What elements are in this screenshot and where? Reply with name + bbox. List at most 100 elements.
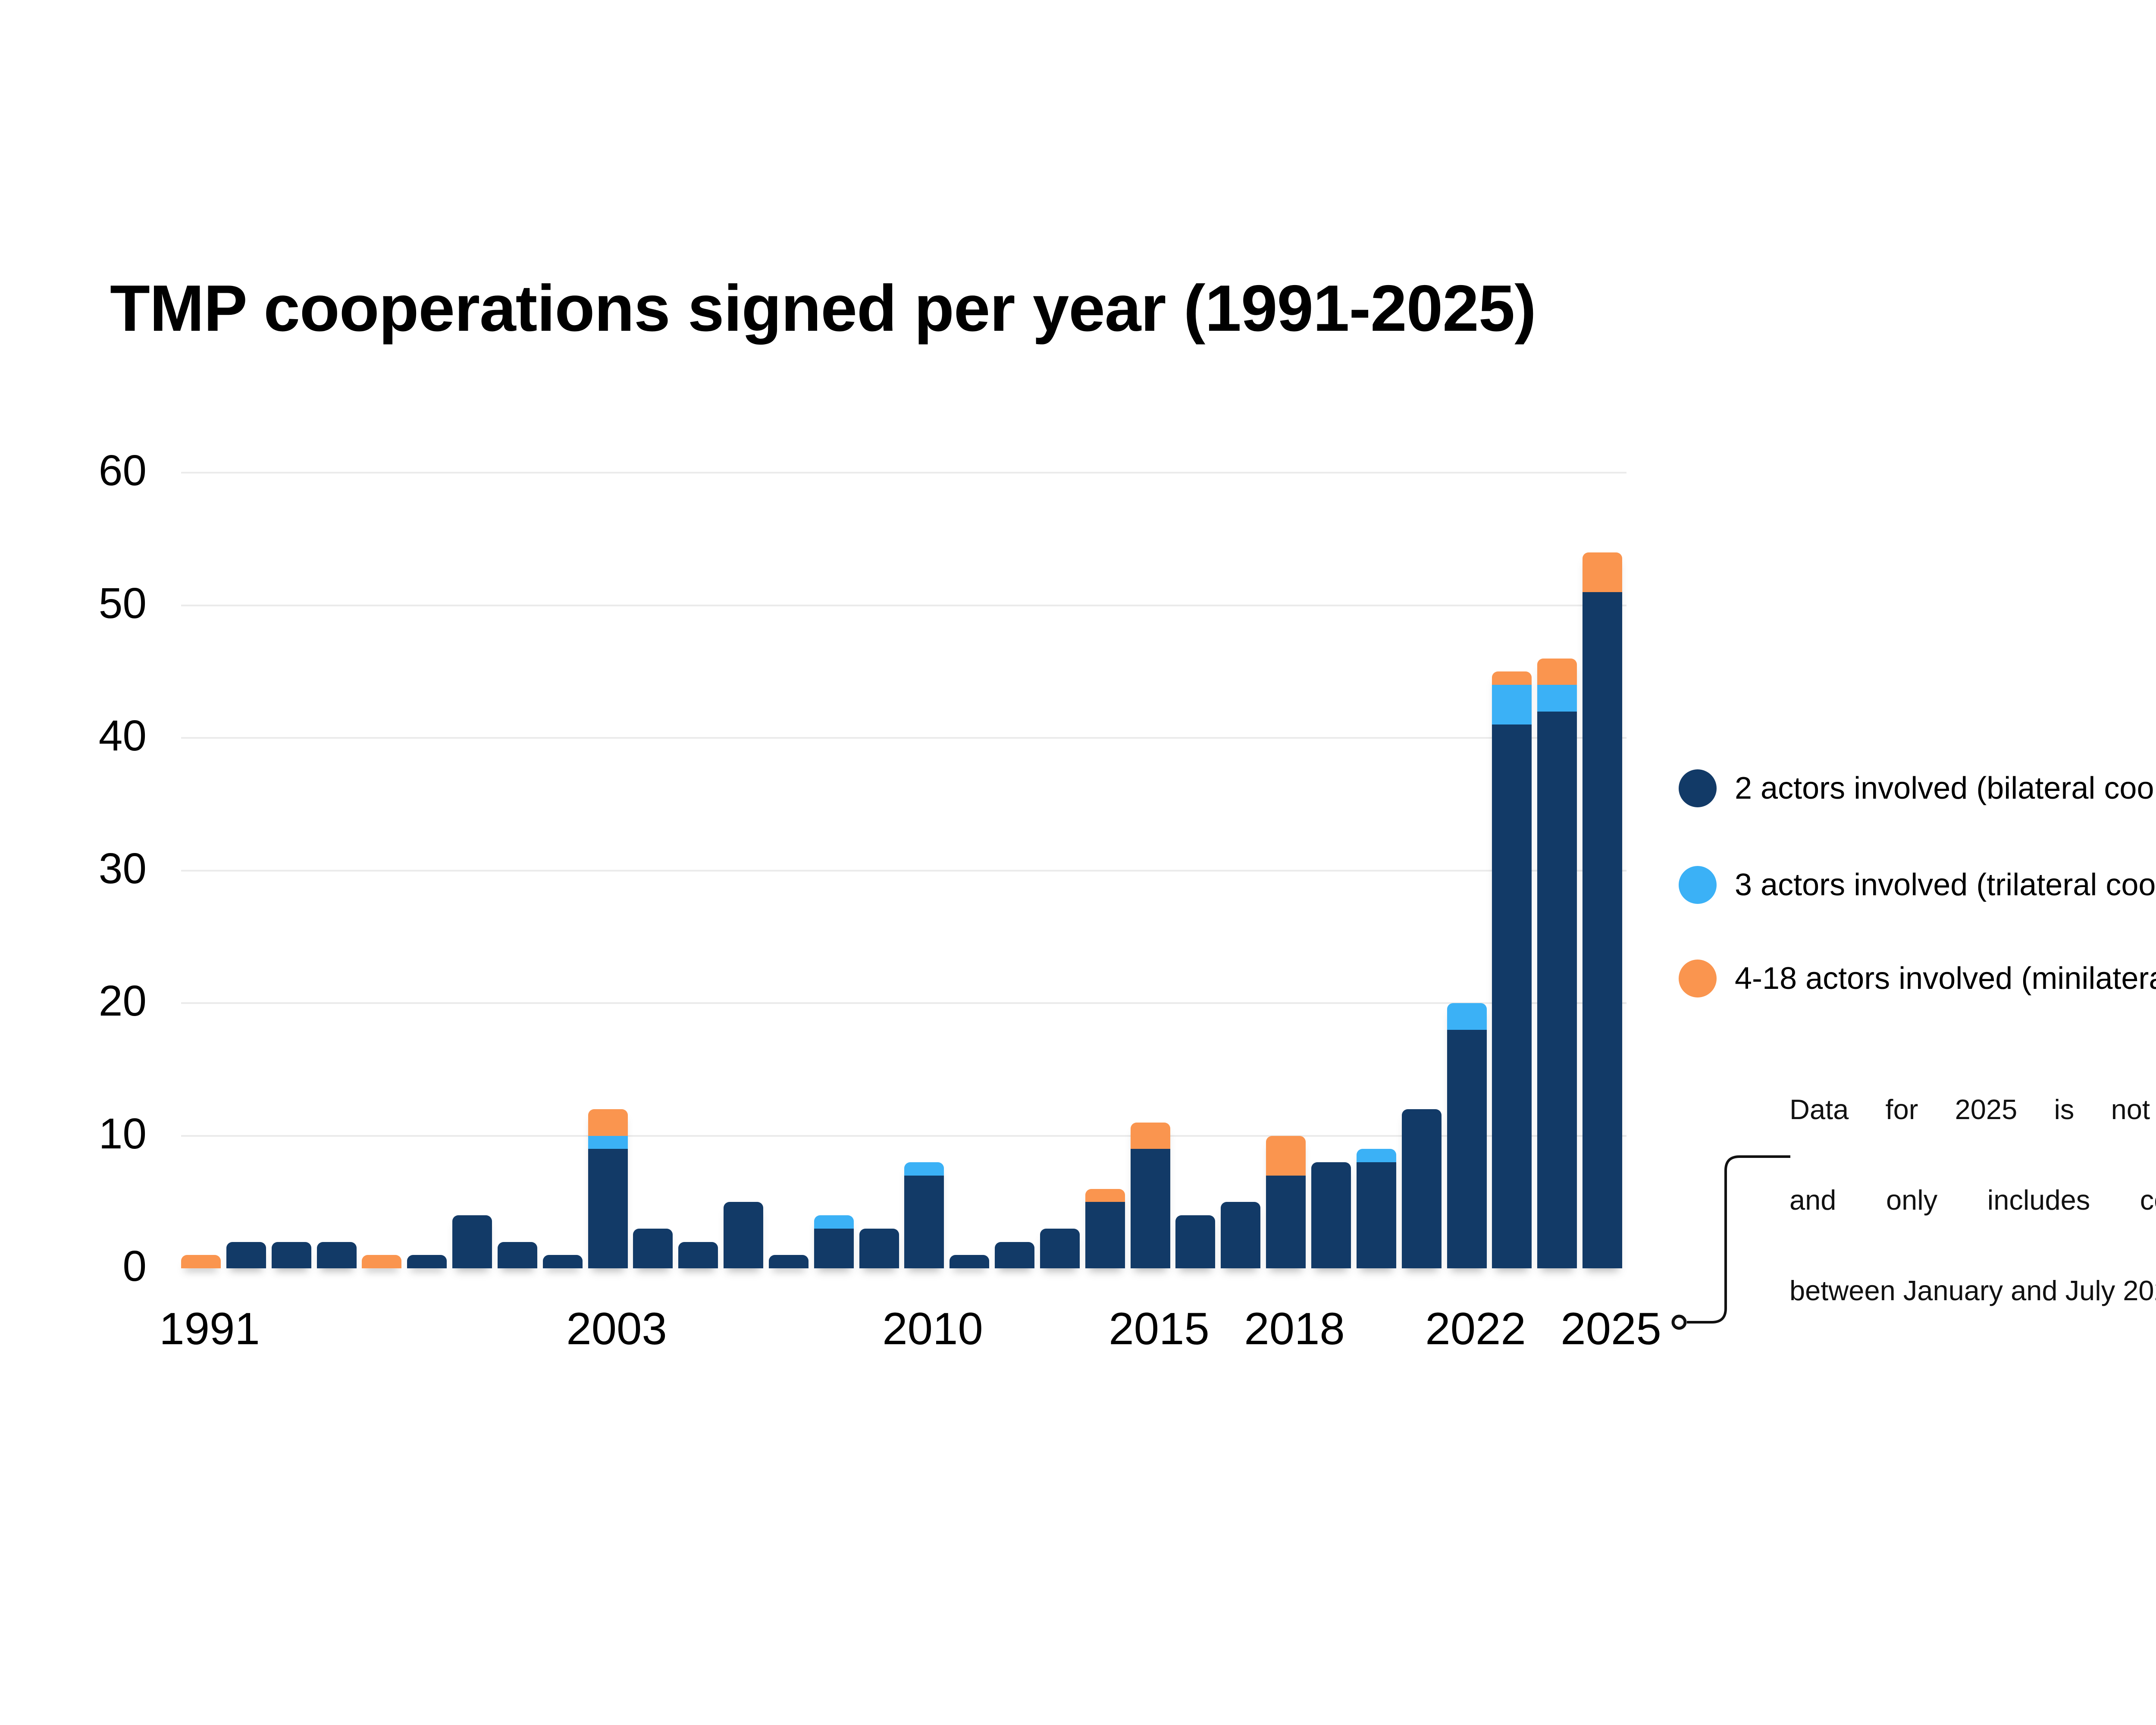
bar-1991 bbox=[181, 1255, 221, 1268]
gridline-30 bbox=[181, 869, 1626, 872]
footnote-line: and only includes cooperations bbox=[1789, 1184, 2156, 1216]
bar-2016 bbox=[1175, 1215, 1215, 1268]
bar-segment-bilateral-1996 bbox=[407, 1255, 447, 1268]
bar-segment-bilateral-2004 bbox=[633, 1228, 673, 1268]
bar-2021 bbox=[1402, 1109, 1442, 1268]
y-axis-label-60: 60 bbox=[98, 446, 147, 495]
legend-label: 3 actors involved (trilateral cooperatio… bbox=[1735, 868, 2156, 902]
chart-title: TMP cooperations signed per year (1991-2… bbox=[110, 272, 1536, 345]
bar-segment-bilateral-2014 bbox=[1085, 1202, 1125, 1268]
bar-segment-trilateral-2010 bbox=[904, 1162, 944, 1176]
bar-segment-trilateral-2008 bbox=[814, 1215, 854, 1229]
bar-segment-minilateral-2024 bbox=[1537, 658, 1577, 685]
bar-segment-bilateral-2020 bbox=[1357, 1162, 1396, 1268]
bar-segment-bilateral-2007 bbox=[769, 1255, 808, 1268]
bar-segment-bilateral-2025 bbox=[1583, 592, 1622, 1268]
bilateral-swatch-icon bbox=[1679, 769, 1717, 807]
bar-segment-bilateral-2012 bbox=[995, 1242, 1034, 1268]
leader-anchor-circle-icon bbox=[1671, 1314, 1687, 1330]
legend-item-trilateral: 3 actors involved (trilateral cooperatio… bbox=[1679, 866, 2156, 904]
bar-segment-bilateral-2024 bbox=[1537, 711, 1577, 1268]
bar-segment-bilateral-2005 bbox=[678, 1242, 718, 1268]
bar-1996 bbox=[407, 1255, 447, 1268]
bar-2024 bbox=[1537, 658, 1577, 1268]
bar-1999 bbox=[543, 1255, 583, 1268]
y-axis-label-40: 40 bbox=[98, 711, 147, 760]
bar-segment-minilateral-2015 bbox=[1131, 1122, 1170, 1149]
bar-segment-minilateral-2023 bbox=[1492, 671, 1532, 685]
bar-2023 bbox=[1492, 671, 1532, 1268]
x-axis-label-2025: 2025 bbox=[1561, 1304, 1661, 1354]
x-axis-label-2015: 2015 bbox=[1109, 1304, 1210, 1354]
bar-segment-bilateral-2015 bbox=[1131, 1149, 1170, 1268]
footnote-line: between January and July 2025 bbox=[1789, 1275, 2156, 1306]
bar-segment-bilateral-2011 bbox=[950, 1255, 989, 1268]
legend-item-minilateral: 4-18 actors involved (minilateral cooper… bbox=[1679, 960, 2156, 997]
bar-2013 bbox=[1040, 1228, 1080, 1268]
bar-1995 bbox=[362, 1255, 401, 1268]
bar-segment-bilateral-2019 bbox=[1311, 1162, 1351, 1268]
x-axis-label-2010: 2010 bbox=[882, 1304, 983, 1354]
bar-2007 bbox=[769, 1255, 808, 1268]
bar-2009 bbox=[859, 1228, 899, 1268]
bar-segment-bilateral-2006 bbox=[724, 1202, 763, 1268]
bar-segment-minilateral-1991 bbox=[181, 1255, 221, 1268]
bar-segment-bilateral-2022 bbox=[1447, 1029, 1487, 1268]
bar-2019 bbox=[1311, 1162, 1351, 1268]
bar-segment-minilateral-2014 bbox=[1085, 1189, 1125, 1202]
bar-segment-trilateral-2003 bbox=[588, 1135, 628, 1149]
bar-2012 bbox=[995, 1242, 1034, 1268]
bar-2020 bbox=[1357, 1149, 1396, 1268]
trilateral-swatch-icon bbox=[1679, 866, 1717, 904]
bar-1994 bbox=[317, 1242, 357, 1268]
bar-2006 bbox=[724, 1202, 763, 1268]
bar-segment-bilateral-1994 bbox=[317, 1242, 357, 1268]
bar-segment-bilateral-2021 bbox=[1402, 1109, 1442, 1268]
gridline-40 bbox=[181, 737, 1626, 739]
gridline-60 bbox=[181, 472, 1626, 474]
bar-2008 bbox=[814, 1215, 854, 1268]
y-axis-label-10: 10 bbox=[98, 1109, 147, 1158]
bar-segment-bilateral-1998 bbox=[498, 1242, 537, 1268]
bar-segment-bilateral-1999 bbox=[543, 1255, 583, 1268]
minilateral-swatch-icon bbox=[1679, 960, 1717, 997]
gridline-10 bbox=[181, 1135, 1626, 1137]
bar-segment-trilateral-2022 bbox=[1447, 1003, 1487, 1030]
bar-segment-bilateral-2018 bbox=[1266, 1175, 1306, 1268]
bar-segment-bilateral-1993 bbox=[272, 1242, 311, 1268]
bar-2005 bbox=[678, 1242, 718, 1268]
bar-segment-trilateral-2023 bbox=[1492, 685, 1532, 725]
y-axis-label-30: 30 bbox=[98, 844, 147, 893]
bar-1993 bbox=[272, 1242, 311, 1268]
y-axis-label-50: 50 bbox=[98, 579, 147, 627]
bar-segment-bilateral-2008 bbox=[814, 1228, 854, 1268]
bar-segment-bilateral-2023 bbox=[1492, 724, 1532, 1268]
bar-1992 bbox=[226, 1242, 266, 1268]
y-axis-label-20: 20 bbox=[98, 976, 147, 1025]
bar-segment-minilateral-2003 bbox=[588, 1109, 628, 1136]
footnote-2025: Data for 2025 is not complete and only i… bbox=[1789, 1087, 2156, 1313]
gridline-50 bbox=[181, 604, 1626, 606]
legend-item-bilateral: 2 actors involved (bilateral cooperation… bbox=[1679, 769, 2156, 807]
bar-segment-bilateral-2009 bbox=[859, 1228, 899, 1268]
x-axis-label-1991: 1991 bbox=[159, 1304, 260, 1354]
bar-segment-minilateral-2025 bbox=[1583, 552, 1622, 592]
legend-label: 2 actors involved (bilateral cooperation… bbox=[1735, 771, 2156, 806]
bar-2025 bbox=[1583, 552, 1622, 1268]
bar-segment-trilateral-2024 bbox=[1537, 685, 1577, 712]
footnote-leader-line bbox=[1671, 1155, 1790, 1330]
bar-2004 bbox=[633, 1228, 673, 1268]
bar-2011 bbox=[950, 1255, 989, 1268]
bar-2022 bbox=[1447, 1003, 1487, 1268]
footnote-line: Data for 2025 is not complete bbox=[1789, 1094, 2156, 1125]
bar-segment-bilateral-1997 bbox=[452, 1215, 492, 1268]
x-axis-label-2003: 2003 bbox=[566, 1304, 667, 1354]
bar-segment-bilateral-2013 bbox=[1040, 1228, 1080, 1268]
bar-2015 bbox=[1131, 1122, 1170, 1268]
bar-segment-bilateral-2003 bbox=[588, 1149, 628, 1268]
bar-segment-bilateral-2016 bbox=[1175, 1215, 1215, 1268]
bar-2014 bbox=[1085, 1189, 1125, 1268]
bar-2003 bbox=[588, 1109, 628, 1268]
bar-2010 bbox=[904, 1162, 944, 1268]
